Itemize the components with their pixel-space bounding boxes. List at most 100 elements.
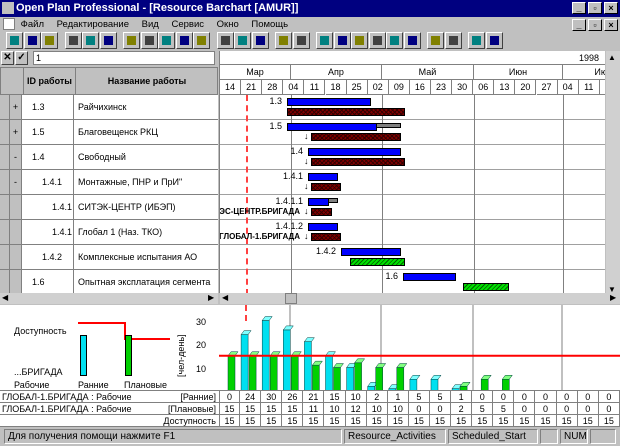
paste-button[interactable] <box>99 32 117 49</box>
menu-view[interactable]: Вид <box>141 19 159 30</box>
row-selector[interactable] <box>0 245 10 269</box>
row-toggle[interactable] <box>10 245 22 269</box>
resource-bar[interactable] <box>311 208 332 216</box>
schedule-button[interactable] <box>216 32 234 49</box>
early-bar[interactable] <box>308 148 401 156</box>
row-toggle[interactable]: - <box>10 170 22 194</box>
gantt-hscrollbar[interactable]: ◀ ▶ <box>220 293 620 304</box>
table-row[interactable]: -1.4.1 Монтажные, ПНР и ПрИ" <box>0 170 218 195</box>
early-bar[interactable] <box>308 173 338 181</box>
row-selector[interactable] <box>0 195 10 219</box>
down-button[interactable] <box>386 32 403 49</box>
help-button[interactable] <box>175 32 193 49</box>
unlink-button[interactable] <box>368 32 386 49</box>
table-row[interactable]: 1.4.1 СИТЭК-ЦЕНТР (ИБЭП) <box>0 195 218 220</box>
up-button[interactable] <box>403 32 421 49</box>
menu-service[interactable]: Сервис <box>171 19 205 30</box>
remove-button[interactable] <box>333 32 351 49</box>
scroll-left-icon[interactable]: ◀ <box>222 293 229 302</box>
calc-button[interactable] <box>275 32 292 49</box>
table-row[interactable]: 1.6 Опытная эксплатация сегмента <box>0 270 218 295</box>
zoom-button[interactable] <box>427 32 444 49</box>
minimize-button[interactable]: _ <box>572 2 586 14</box>
expand-button[interactable] <box>468 32 485 49</box>
row-selector[interactable] <box>0 170 10 194</box>
early-bar[interactable] <box>287 98 371 106</box>
resource-button[interactable] <box>234 32 251 49</box>
resource-bar[interactable] <box>350 258 405 266</box>
link-button[interactable] <box>351 32 368 49</box>
remove-icon <box>337 36 347 45</box>
vertical-scrollbar[interactable]: ▲ ▼ <box>606 51 620 304</box>
early-bar <box>283 329 291 390</box>
resource-bar[interactable] <box>311 183 341 191</box>
resource-bar[interactable] <box>311 133 401 141</box>
early-bar[interactable] <box>287 123 377 131</box>
scroll-left-icon[interactable]: ◀ <box>2 293 9 302</box>
menu-window[interactable]: Окно <box>216 19 239 30</box>
table-row[interactable]: +1.5 Благовещенск РКЦ <box>0 120 218 145</box>
print-button[interactable] <box>123 32 140 49</box>
row-toggle[interactable] <box>10 270 22 294</box>
menu-help[interactable]: Помощь <box>251 19 289 30</box>
scroll-thumb[interactable] <box>285 293 297 304</box>
row-selector[interactable] <box>0 120 10 144</box>
cut-button[interactable] <box>64 32 82 49</box>
early-bar[interactable] <box>403 273 456 281</box>
doc-minimize-button[interactable]: _ <box>572 19 586 31</box>
layout-button[interactable] <box>444 32 462 49</box>
cancel-edit-button[interactable]: ✕ <box>1 51 14 65</box>
copy-button[interactable] <box>82 32 99 49</box>
menu-edit[interactable]: Редактирование <box>56 19 130 30</box>
collapse-button[interactable] <box>485 32 503 49</box>
col-name-header[interactable]: Название работы <box>75 68 218 94</box>
new-button[interactable] <box>6 32 23 49</box>
open-button[interactable] <box>23 32 41 49</box>
early-bar[interactable] <box>308 198 329 206</box>
bar-label: 1.5 <box>269 121 282 131</box>
edit-input[interactable] <box>33 51 215 65</box>
resource-bar[interactable] <box>463 283 509 291</box>
context-help-button[interactable] <box>193 32 210 49</box>
row-toggle[interactable]: + <box>10 95 22 119</box>
percent-button[interactable] <box>292 32 310 49</box>
restore-button[interactable]: ▫ <box>588 2 602 14</box>
left-hscrollbar[interactable]: ◀ ▶ <box>0 293 218 304</box>
save-button[interactable] <box>41 32 58 49</box>
value-cell: 1 <box>451 391 473 403</box>
row-toggle[interactable] <box>10 195 22 219</box>
row-selector[interactable] <box>0 145 10 169</box>
close-button[interactable]: × <box>604 2 618 14</box>
table-row[interactable]: +1.3 Райчихинск <box>0 95 218 120</box>
chart-button[interactable] <box>251 32 269 49</box>
table-row[interactable]: 1.4.2 Комплексные испытания АО <box>0 245 218 270</box>
export-button[interactable] <box>158 32 175 49</box>
col-id-header[interactable]: ID работы <box>23 68 75 94</box>
row-toggle[interactable]: - <box>10 145 22 169</box>
row-selector[interactable] <box>0 220 10 244</box>
menu-file[interactable]: Файл <box>20 19 44 30</box>
print-preview-button[interactable] <box>140 32 158 49</box>
bar-label: 1.6 <box>385 271 398 281</box>
value-cell: 15 <box>388 415 409 427</box>
doc-restore-button[interactable]: ▫ <box>588 19 602 31</box>
row-selector[interactable] <box>0 270 10 294</box>
early-bar[interactable] <box>308 223 338 231</box>
row-toggle[interactable] <box>10 220 22 244</box>
scroll-up-icon[interactable]: ▲ <box>608 53 616 62</box>
table-row[interactable]: 1.4.1 Глобал 1 (Наз. ТКО) <box>0 220 218 245</box>
resource-bar[interactable] <box>287 108 405 116</box>
early-bar[interactable] <box>341 248 401 256</box>
resource-bar[interactable] <box>311 158 405 166</box>
row-selector[interactable] <box>0 95 10 119</box>
table-row[interactable]: -1.4 Свободный <box>0 145 218 170</box>
accept-edit-button[interactable]: ✓ <box>15 51 28 65</box>
add-button[interactable] <box>316 32 333 49</box>
row-toggle[interactable]: + <box>10 120 22 144</box>
scroll-right-icon[interactable]: ▶ <box>208 293 215 302</box>
doc-close-button[interactable]: × <box>604 19 618 31</box>
resource-bar[interactable] <box>311 233 341 241</box>
row-gridline <box>220 144 605 145</box>
scroll-right-icon[interactable]: ▶ <box>610 293 617 302</box>
scroll-down-icon[interactable]: ▼ <box>608 285 616 294</box>
